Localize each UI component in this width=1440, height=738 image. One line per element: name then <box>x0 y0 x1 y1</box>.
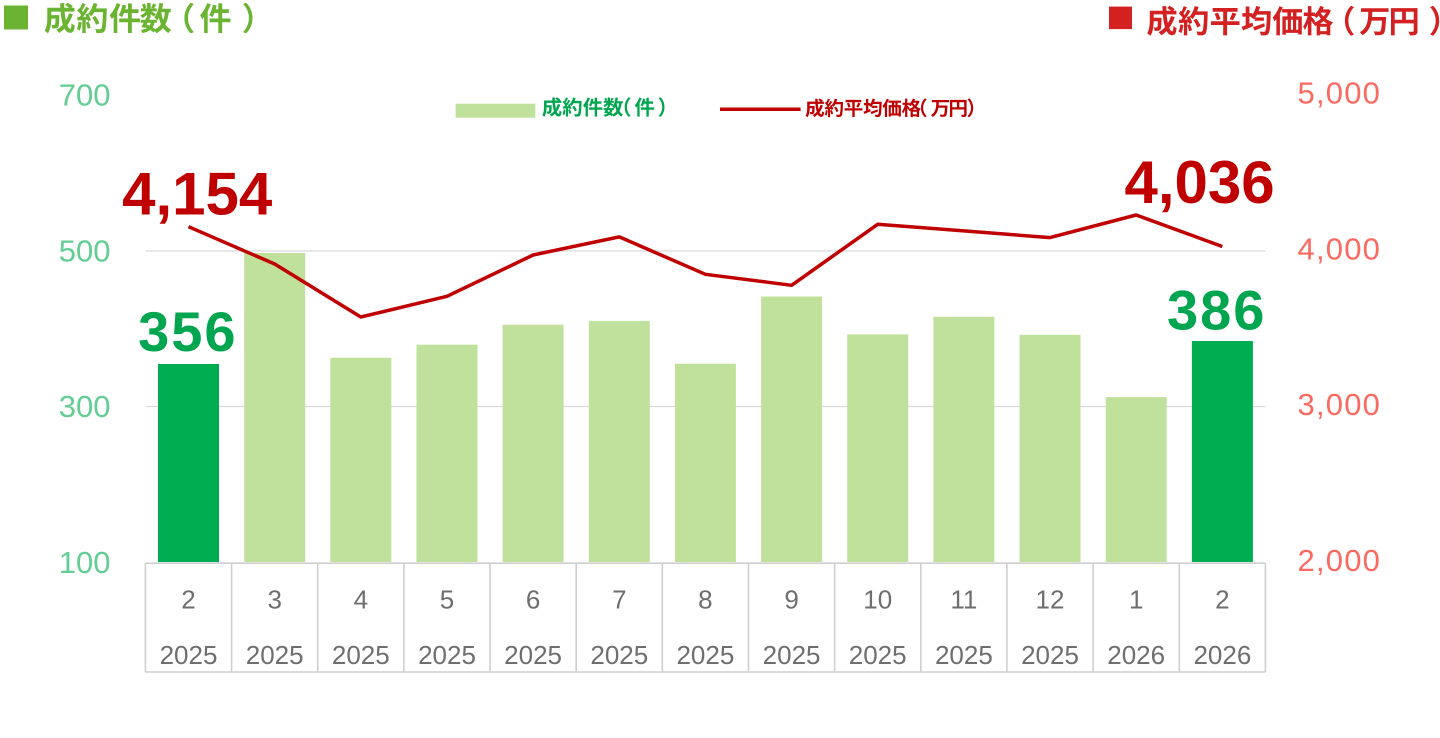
svg-text:3: 3 <box>267 585 281 615</box>
svg-text:2025: 2025 <box>849 640 907 670</box>
svg-text:300: 300 <box>59 389 111 424</box>
svg-text:500: 500 <box>59 233 111 268</box>
svg-text:12: 12 <box>1036 585 1065 615</box>
svg-text:7: 7 <box>612 585 626 615</box>
svg-text:5,000: 5,000 <box>1298 76 1382 111</box>
svg-text:356: 356 <box>138 300 237 363</box>
svg-text:4,036: 4,036 <box>1125 149 1275 216</box>
svg-text:11: 11 <box>950 585 977 615</box>
svg-text:4: 4 <box>354 585 368 615</box>
svg-text:700: 700 <box>59 78 111 113</box>
svg-text:5: 5 <box>440 585 454 615</box>
svg-text:2025: 2025 <box>1021 640 1079 670</box>
svg-text:9: 9 <box>784 585 798 615</box>
svg-text:2026: 2026 <box>1107 640 1165 670</box>
svg-text:6: 6 <box>526 585 540 615</box>
svg-text:8: 8 <box>698 585 712 615</box>
svg-text:2025: 2025 <box>504 640 562 670</box>
svg-text:2: 2 <box>1215 585 1229 615</box>
svg-text:2025: 2025 <box>160 640 218 670</box>
svg-text:2025: 2025 <box>935 640 993 670</box>
svg-text:2026: 2026 <box>1193 640 1251 670</box>
svg-text:386: 386 <box>1167 278 1266 341</box>
svg-text:2025: 2025 <box>418 640 476 670</box>
svg-text:2: 2 <box>181 585 195 615</box>
svg-text:100: 100 <box>59 545 111 580</box>
svg-text:3,000: 3,000 <box>1298 387 1382 422</box>
svg-text:1: 1 <box>1129 585 1143 615</box>
svg-text:2025: 2025 <box>246 640 304 670</box>
svg-text:10: 10 <box>863 585 892 615</box>
svg-text:2025: 2025 <box>676 640 734 670</box>
svg-text:2,000: 2,000 <box>1298 543 1382 578</box>
svg-text:4,154: 4,154 <box>122 160 273 227</box>
svg-text:2025: 2025 <box>763 640 821 670</box>
svg-text:2025: 2025 <box>332 640 390 670</box>
svg-text:4,000: 4,000 <box>1298 231 1382 266</box>
svg-text:2025: 2025 <box>590 640 648 670</box>
